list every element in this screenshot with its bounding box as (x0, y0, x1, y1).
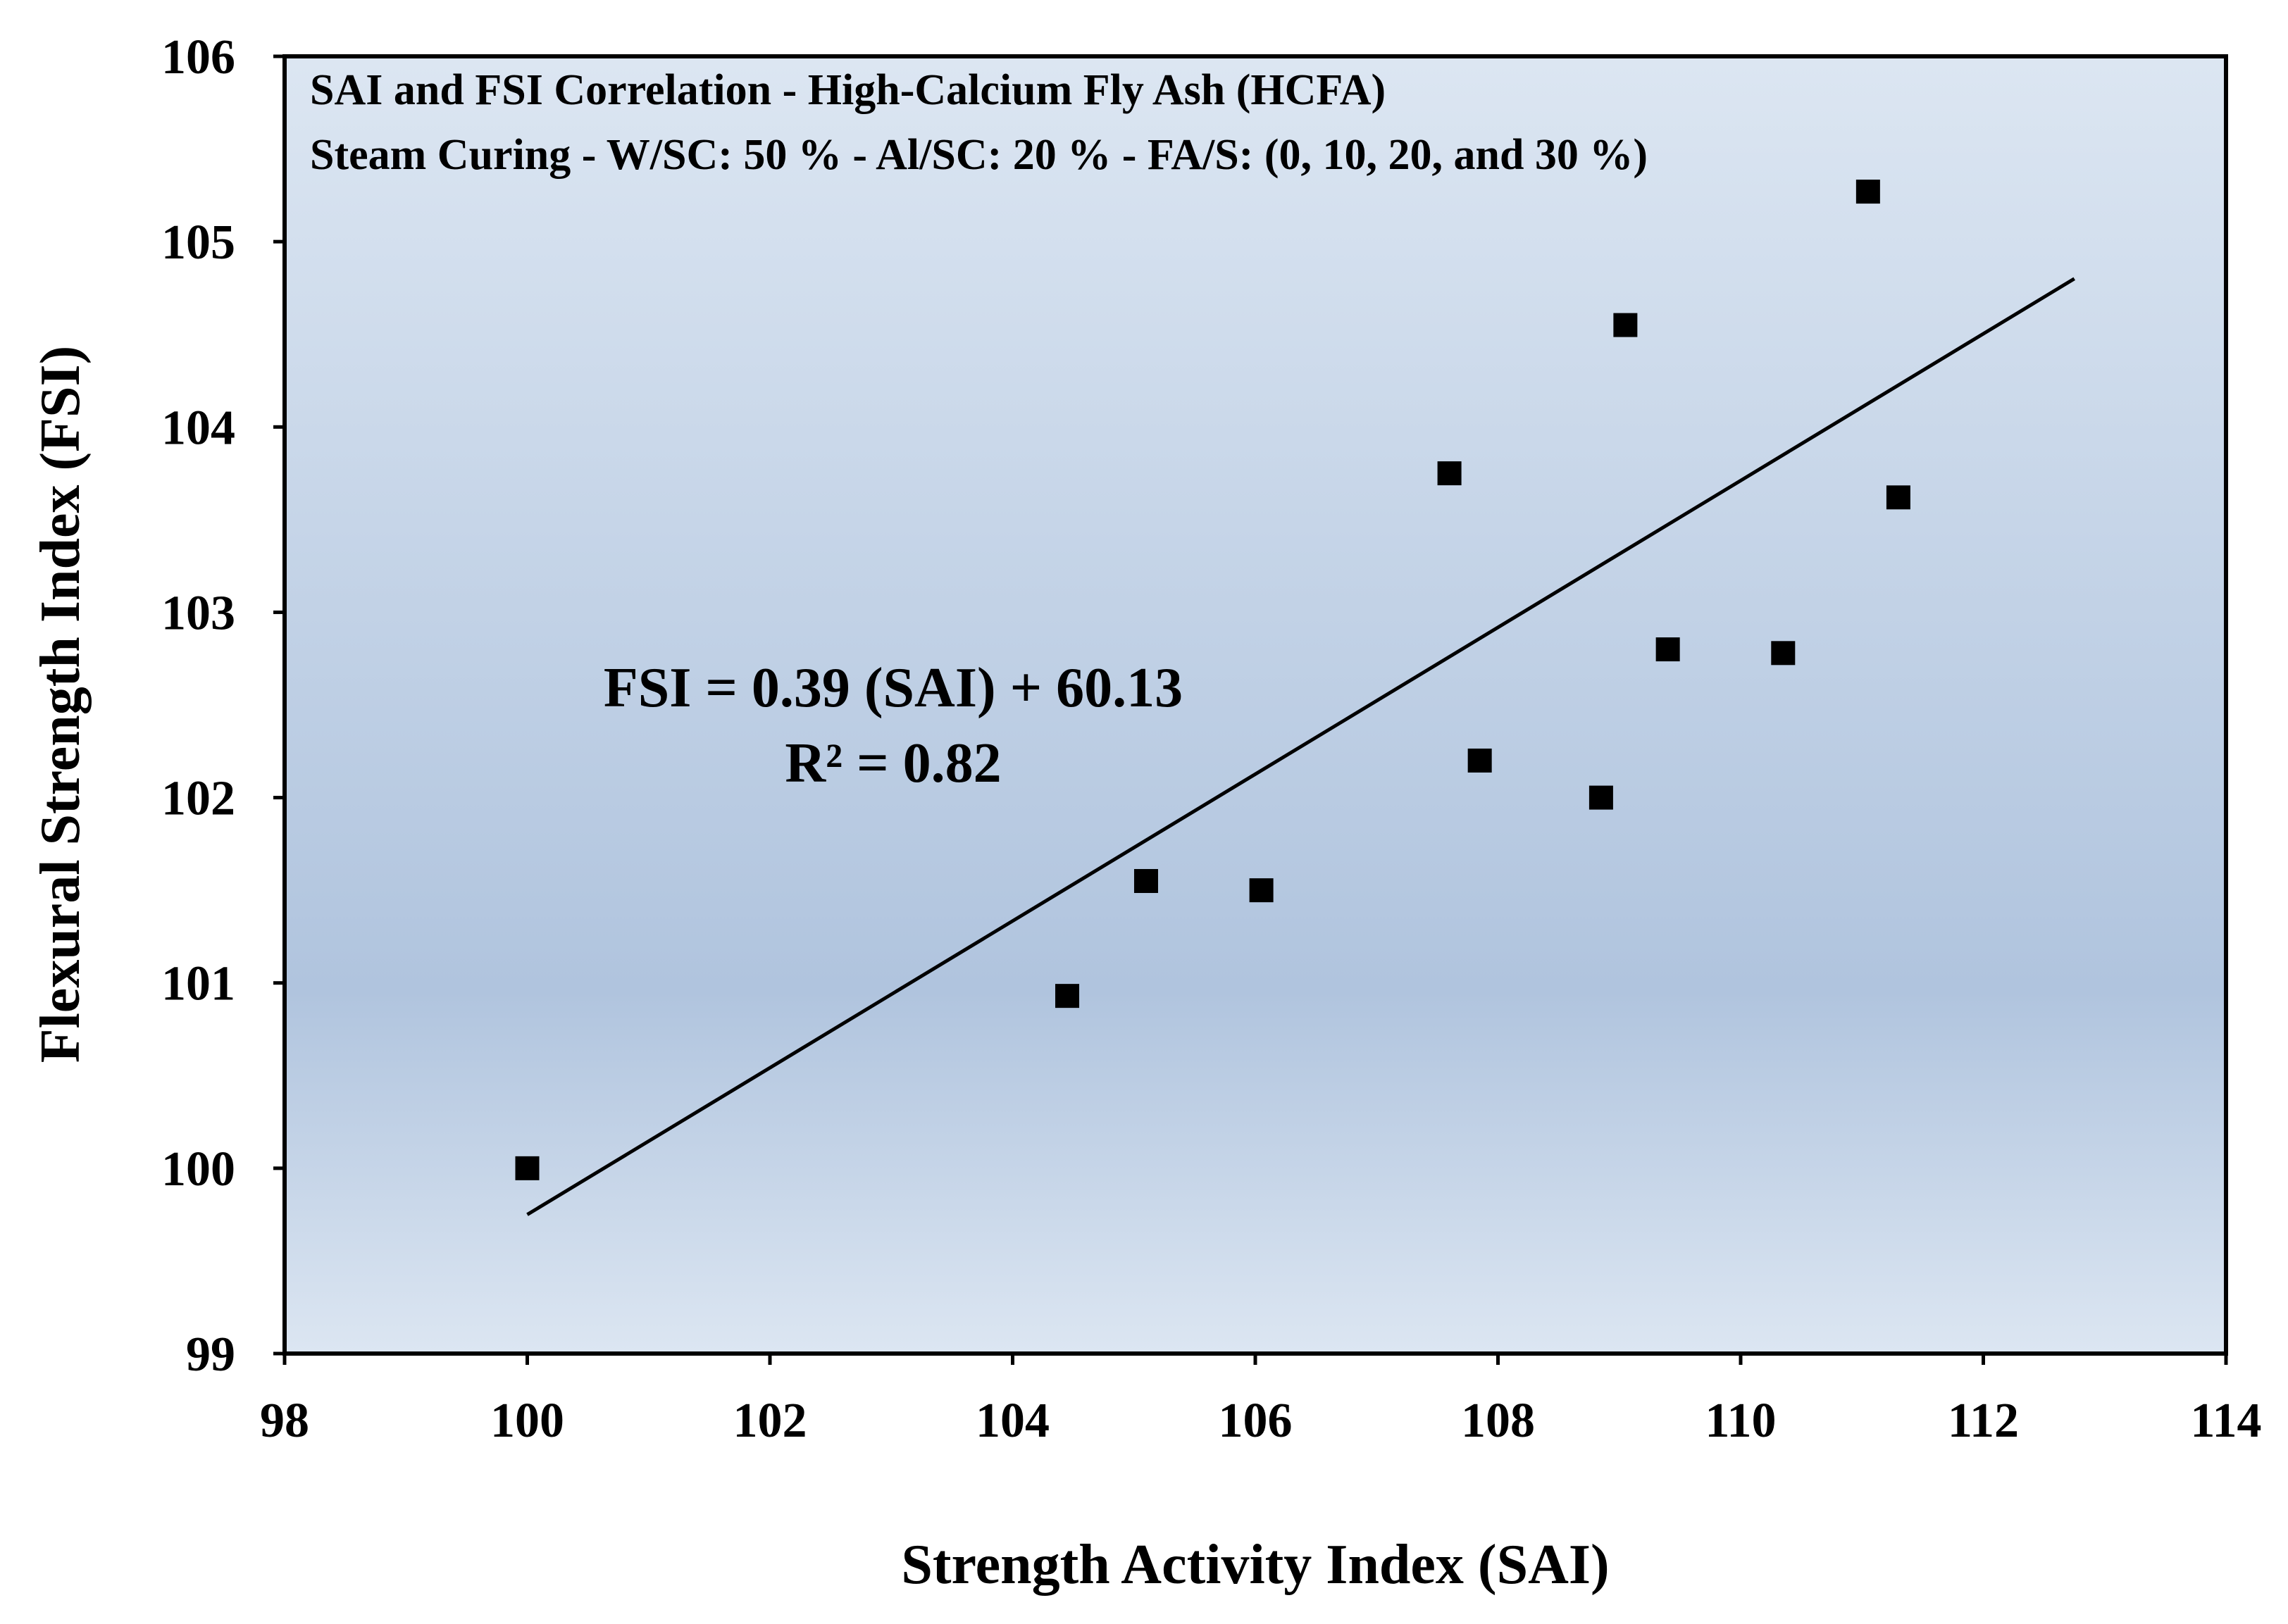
equation-label: FSI = 0.39 (SAI) + 60.13 (604, 657, 1183, 719)
data-point (515, 1156, 540, 1180)
data-point (1588, 785, 1613, 810)
data-point (1055, 984, 1080, 1008)
x-tick-label: 100 (490, 1394, 564, 1448)
data-points (515, 180, 1910, 1180)
data-point (1613, 313, 1638, 337)
x-axis-title: Strength Activity Index (SAI) (901, 1534, 1609, 1596)
y-tick-label: 104 (161, 401, 235, 455)
y-tick-label: 99 (186, 1328, 235, 1382)
data-point (1467, 748, 1492, 773)
x-tick-label: 102 (733, 1394, 807, 1448)
y-tick-label: 106 (161, 30, 235, 85)
x-tick-label: 114 (2190, 1394, 2261, 1448)
chart-title-line-2: Steam Curing - W/SC: 50 % - Al/SC: 20 % … (310, 131, 1648, 179)
x-tick-label: 108 (1461, 1394, 1535, 1448)
y-tick-label: 100 (161, 1142, 235, 1197)
y-tick-label: 102 (161, 772, 235, 826)
data-point (1437, 461, 1462, 486)
chart-title-line-1: SAI and FSI Correlation - High-Calcium F… (310, 66, 1386, 114)
data-point (1771, 641, 1796, 666)
data-point (1886, 485, 1910, 510)
y-tick-label: 103 (161, 586, 235, 640)
data-point (1133, 868, 1158, 893)
x-tick-label: 110 (1705, 1394, 1776, 1448)
x-tick-label: 104 (976, 1394, 1050, 1448)
data-point (1655, 637, 1680, 662)
data-point (1855, 180, 1880, 204)
y-tick-label: 105 (161, 216, 235, 270)
x-tick-label: 112 (1948, 1394, 2019, 1448)
r-squared-label: R² = 0.82 (785, 732, 1001, 794)
plot-area (282, 54, 2228, 1356)
x-axis-ticks: 98 100 102 104 106 108 110 112 114 (260, 1354, 2262, 1448)
y-axis-title: Flexural Strength Index (FSI) (30, 346, 92, 1063)
y-tick-label: 101 (161, 957, 235, 1011)
trendline (526, 277, 2075, 1216)
data-point (1249, 878, 1274, 903)
x-tick-label: 106 (1219, 1394, 1293, 1448)
x-tick-label: 98 (260, 1394, 309, 1448)
y-axis-ticks: 99 100 101 102 103 104 105 106 (161, 30, 285, 1382)
